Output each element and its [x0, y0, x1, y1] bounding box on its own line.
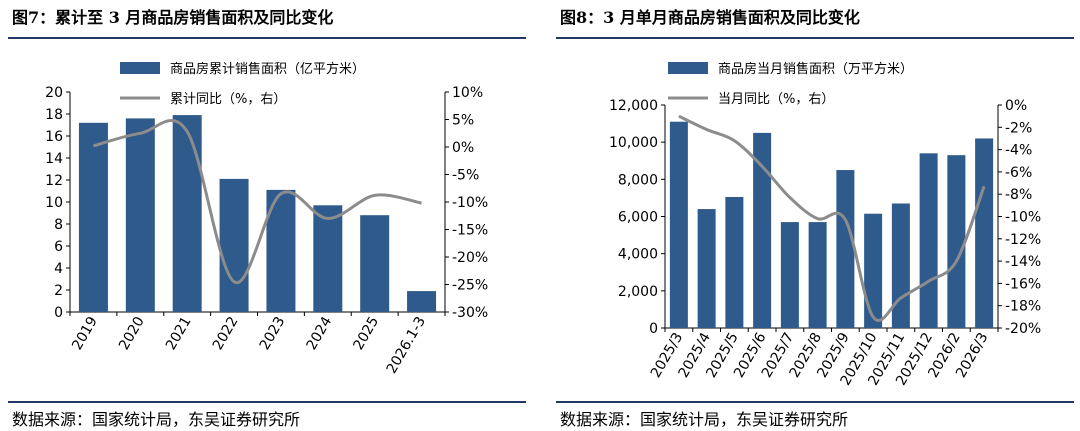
bar	[808, 222, 827, 328]
right-tick-label: -4%	[1005, 143, 1032, 159]
right-tick-label: -5%	[452, 168, 479, 184]
left-tick-label: 8,000	[618, 172, 658, 188]
bar	[753, 132, 772, 328]
bottom-rule	[556, 401, 1074, 403]
right-tick-label: -10%	[452, 195, 488, 211]
bar	[669, 121, 688, 328]
left-tick-label: 18	[45, 107, 63, 123]
right-tick-label: -20%	[452, 250, 488, 266]
left-tick-label: 0	[54, 305, 63, 321]
source-note: 数据来源：国家统计局，东吴证券研究所	[12, 410, 301, 429]
chart-cumulative-sales: 商品房累计销售面积（亿平方米） 累计同比（%，右） 0 2 4 6 8 10 12 14 16 1…	[45, 61, 488, 377]
right-tick-label: -2%	[1005, 120, 1032, 136]
left-tick-label: 10,000	[609, 135, 658, 151]
figure-title: 图7：累计至 3 月商品房销售面积及同比变化	[12, 8, 334, 27]
figure-title: 图8：3 月单月商品房销售面积及同比变化	[560, 8, 860, 27]
x-tick-label: 2020	[116, 314, 148, 353]
right-tick-label: -16%	[1005, 276, 1041, 292]
bar	[780, 222, 799, 328]
bar	[864, 213, 883, 328]
left-tick-label: 10	[45, 195, 63, 211]
left-tick-label: 16	[45, 129, 63, 145]
bar	[219, 178, 249, 312]
right-tick-label: -12%	[1005, 232, 1041, 248]
x-tick-label: 2021	[163, 314, 195, 353]
x-tick-label: 2023	[257, 314, 289, 353]
chart-monthly-sales: 商品房当月销售面积（万平方米） 当月同比（%，右） 0 2,000 4,000 6,0…	[609, 61, 1041, 388]
left-tick-label: 14	[45, 151, 63, 167]
bar	[836, 170, 855, 328]
right-tick-label: -14%	[1005, 254, 1041, 270]
right-tick-label: -25%	[452, 278, 488, 294]
bar	[725, 196, 744, 328]
left-tick-label: 0	[649, 321, 658, 337]
bar	[125, 118, 155, 313]
legend-bar-label: 商品房累计销售面积（亿平方米）	[170, 61, 365, 77]
bar	[360, 215, 390, 312]
right-tick-label: -6%	[1005, 165, 1032, 181]
bar	[407, 291, 437, 312]
source-note: 数据来源：国家统计局，东吴证券研究所	[560, 410, 849, 429]
right-tick-label: -10%	[1005, 210, 1041, 226]
right-tick-label: 5%	[452, 113, 474, 129]
right-tick-label: -18%	[1005, 299, 1041, 315]
chart-panel-left: 图7：累计至 3 月商品房销售面积及同比变化 商品房累计销售面积（亿平方米） 累…	[0, 0, 532, 431]
bar	[919, 153, 938, 328]
top-rule	[8, 37, 526, 39]
right-tick-label: 10%	[452, 85, 483, 101]
left-tick-label: 6	[54, 239, 63, 255]
bar	[697, 209, 716, 328]
x-tick-label: 2019	[69, 314, 101, 353]
legend-line-label: 当月同比（%，右）	[718, 92, 834, 107]
bar	[891, 203, 910, 328]
yoy-line	[93, 119, 422, 284]
legend-bar-label: 商品房当月销售面积（万平方米）	[718, 61, 913, 77]
left-tick-label: 4	[54, 261, 63, 277]
yoy-line	[678, 114, 986, 322]
right-tick-label: -8%	[1005, 187, 1032, 203]
bar	[313, 205, 343, 312]
bar	[78, 122, 108, 312]
right-tick-label: -30%	[452, 305, 488, 321]
left-tick-label: 2	[54, 283, 63, 299]
bottom-rule	[8, 401, 526, 403]
x-tick-label: 2026.1-3	[384, 314, 429, 377]
legend-bar-swatch	[120, 62, 160, 74]
bar	[172, 115, 202, 312]
left-tick-label: 4,000	[618, 247, 658, 263]
right-tick-label: -20%	[1005, 321, 1041, 337]
bar	[947, 155, 966, 328]
bar	[975, 138, 994, 328]
top-rule	[556, 37, 1074, 39]
left-tick-label: 2,000	[618, 284, 658, 300]
legend-line-label: 累计同比（%，右）	[170, 92, 286, 107]
x-tick-label: 2025	[350, 314, 382, 353]
chart-panel-right: 图8：3 月单月商品房销售面积及同比变化 商品房当月销售面积（万平方米） 当月同…	[548, 0, 1080, 431]
right-tick-label: 0%	[452, 140, 474, 156]
legend-bar-swatch	[668, 62, 708, 74]
right-tick-label: -15%	[452, 223, 488, 239]
left-tick-label: 12	[45, 173, 63, 189]
right-tick-label: 0%	[1005, 98, 1027, 114]
left-tick-label: 12,000	[609, 98, 658, 114]
left-tick-label: 20	[45, 85, 63, 101]
left-tick-label: 8	[54, 217, 63, 233]
x-tick-label: 2024	[304, 314, 336, 353]
x-tick-label: 2022	[210, 314, 242, 353]
left-tick-label: 6,000	[618, 210, 658, 226]
